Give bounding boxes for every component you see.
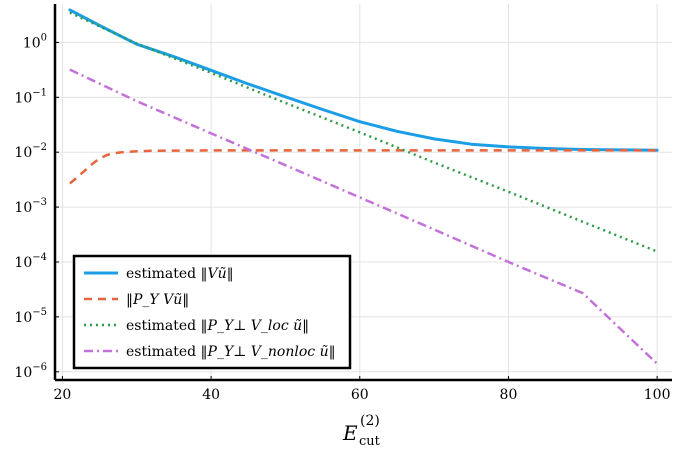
series-lines [68,8,659,365]
series-line-1 [68,8,659,152]
y-tick-label: 10−1 [14,87,47,106]
x-axis-label-sup: (2) [360,413,380,429]
x-tick-label: 40 [202,387,220,403]
series-line-4 [69,68,658,365]
x-tick-label: 80 [500,387,518,403]
legend-label-3: estimated ‖P_Y⊥ V_loc ũ‖ [126,318,309,334]
y-tick-label: 10−3 [14,197,47,216]
legend: estimated ‖Vũ‖ ‖P_Y Vũ‖ estimated ‖P_Y⊥ V_… [72,254,352,370]
legend-label-4: estimated ‖P_Y⊥ V_nonloc ũ‖ [126,344,336,360]
y-tick-label: 10−4 [14,252,47,271]
x-axis-title: E (2) cut [342,413,381,449]
x-axis-label: E [342,421,358,445]
x-axis-label-sub: cut [359,434,381,449]
series-line-2 [69,149,658,185]
x-tick-label: 60 [351,387,369,403]
x-tick-label: 100 [644,387,671,403]
y-tick-label: 10−2 [14,142,47,161]
legend-box [72,254,352,370]
legend-label-1: estimated ‖Vũ‖ [126,266,234,282]
series-line-3 [69,11,658,253]
legend-label-2: ‖P_Y Vũ‖ [126,292,189,308]
tick-labels: 20 40 60 80 100 100 10−1 10−2 10−3 10−4 10−5 10−6 [14,32,670,403]
y-tick-label: 100 [23,32,47,51]
x-tick-label: 20 [54,387,72,403]
y-tick-label: 10−6 [14,362,47,381]
y-tick-label: 10−5 [14,307,47,326]
